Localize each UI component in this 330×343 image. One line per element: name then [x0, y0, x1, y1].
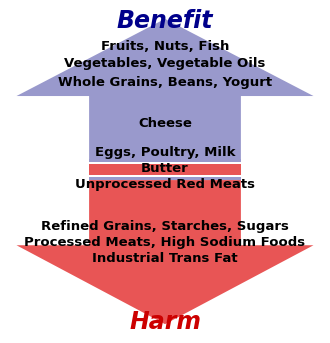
Text: Benefit: Benefit: [117, 9, 213, 33]
Text: Butter: Butter: [141, 162, 189, 175]
Polygon shape: [16, 19, 313, 163]
Text: Cheese: Cheese: [138, 117, 192, 130]
Bar: [89, 159, 241, 162]
Text: Processed Meats, High Sodium Foods: Processed Meats, High Sodium Foods: [24, 236, 306, 249]
Text: Harm: Harm: [129, 310, 201, 334]
Text: Refined Grains, Starches, Sugars: Refined Grains, Starches, Sugars: [41, 220, 289, 233]
Text: Eggs, Poultry, Milk: Eggs, Poultry, Milk: [95, 146, 235, 159]
Bar: [89, 175, 241, 177]
Text: Fruits, Nuts, Fish: Fruits, Nuts, Fish: [101, 40, 229, 53]
Bar: [89, 177, 241, 180]
Text: Industrial Trans Fat: Industrial Trans Fat: [92, 252, 238, 265]
Polygon shape: [16, 180, 313, 324]
Text: Vegetables, Vegetable Oils: Vegetables, Vegetable Oils: [64, 57, 266, 70]
Bar: [89, 166, 241, 175]
Bar: [89, 162, 241, 164]
Bar: [89, 164, 241, 166]
Text: Whole Grains, Beans, Yogurt: Whole Grains, Beans, Yogurt: [58, 76, 272, 89]
Text: Unprocessed Red Meats: Unprocessed Red Meats: [75, 178, 255, 191]
